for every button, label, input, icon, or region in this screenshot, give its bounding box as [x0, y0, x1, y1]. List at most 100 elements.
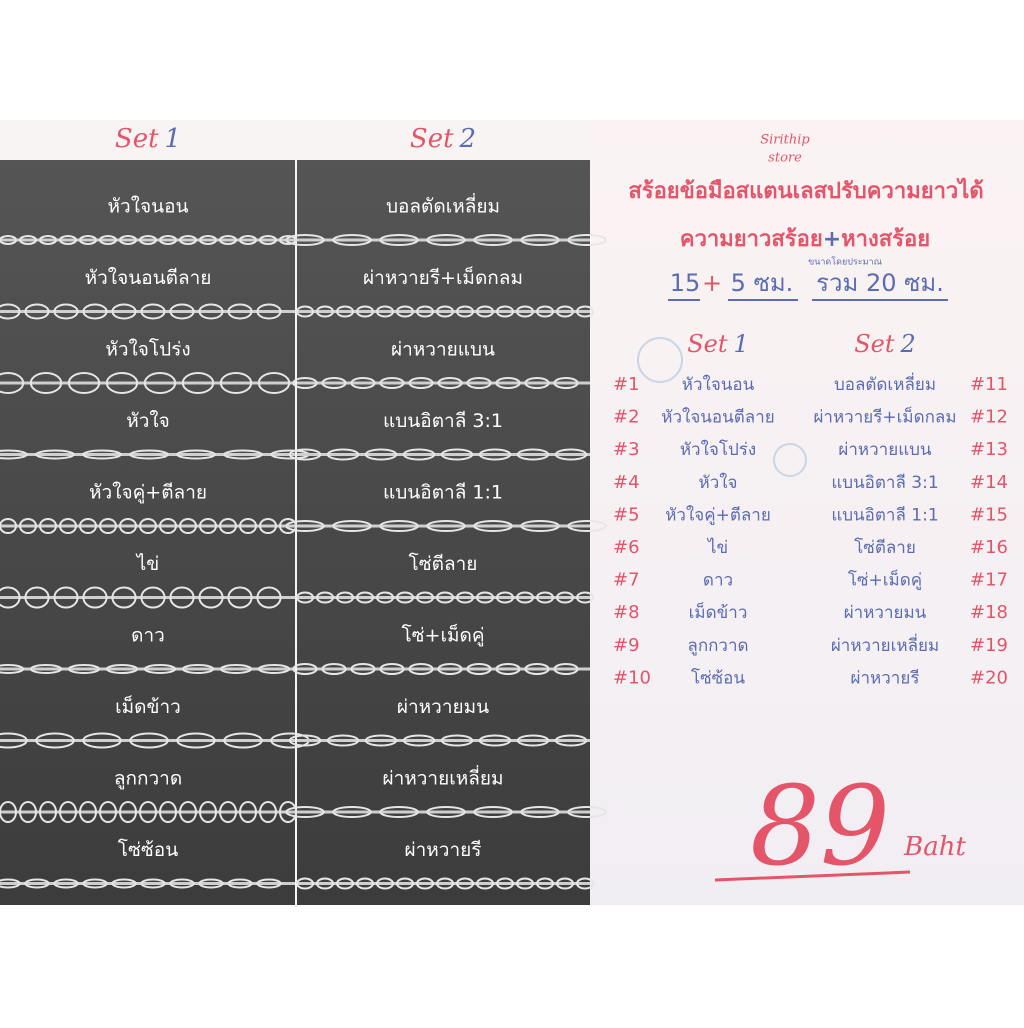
chain-link: [356, 591, 374, 604]
chain-link: [19, 235, 37, 245]
chain-link: [524, 663, 550, 675]
chain-link: [336, 877, 354, 890]
chain-link: [198, 303, 224, 320]
chain-link: [219, 235, 237, 245]
chain-link: [176, 449, 216, 460]
subtitle-part: +: [823, 227, 841, 252]
chain-link: [288, 448, 322, 461]
price: 89: [750, 762, 890, 890]
length-total: รวม 20 ซม.: [816, 269, 944, 297]
chain-link: [554, 734, 588, 747]
chain-link: [436, 591, 454, 604]
code: #2: [613, 407, 640, 428]
code: #19: [970, 635, 1008, 656]
chain-link: [396, 591, 414, 604]
chain-link: [456, 877, 474, 890]
chain-link: [416, 305, 434, 318]
note: ขนาดโดยประมาณ: [808, 257, 882, 268]
chain-link: [129, 449, 169, 460]
chain-link: [159, 518, 177, 534]
chain-link: [437, 663, 463, 675]
chain-link: [59, 518, 77, 534]
chain-link: [567, 806, 607, 818]
chain-link: [350, 377, 376, 389]
set-heading: Set 1: [115, 124, 181, 154]
chain-link: [24, 878, 50, 889]
code: #10: [613, 667, 651, 688]
chain-link: [476, 305, 494, 318]
title: สร้อยข้อมือสแตนเลสปรับความยาวได้: [628, 177, 983, 204]
item-label: ผ่าหวายรี: [404, 839, 481, 861]
chain-link: [536, 591, 554, 604]
chain-link: [0, 801, 17, 823]
chain-link: [198, 586, 224, 609]
chain-link: [67, 664, 101, 674]
chain-link: [140, 303, 166, 320]
chain-link: [35, 449, 75, 460]
set-heading: Set 2: [410, 124, 476, 154]
chain-link: [321, 663, 347, 675]
chain-link: [556, 877, 574, 890]
chain-link: [24, 303, 50, 320]
chain-link: [82, 586, 108, 609]
list-item: หัวใจคู่+ตีลาย: [665, 504, 771, 525]
chain-link: [316, 877, 334, 890]
chain-link: [219, 372, 253, 394]
chain-link: [356, 305, 374, 318]
item-label: ผ่าหวายรี+เม็ดกลม: [363, 265, 523, 289]
chain-link: [426, 520, 466, 532]
chain-link: [332, 806, 372, 818]
chain-link: [0, 732, 28, 749]
chain-link: [111, 878, 137, 889]
chain-link: [259, 235, 277, 245]
chain-link: [0, 372, 25, 394]
chain-link: [53, 878, 79, 889]
chain-link: [364, 734, 398, 747]
chain-link: [456, 591, 474, 604]
chain-link: [169, 878, 195, 889]
chain-link: [321, 377, 347, 389]
chain-link: [143, 664, 177, 674]
chain-link: [79, 518, 97, 534]
list-item: ผ่าหวายแบน: [838, 440, 932, 460]
chain-link: [119, 801, 137, 823]
item-label: ผ่าหวายเหลี่ยม: [382, 765, 503, 790]
chain-link: [473, 520, 513, 532]
chain-link: [239, 801, 257, 823]
chain-link: [169, 586, 195, 609]
chain-link: [316, 305, 334, 318]
item-label: โซ่ตีลาย: [409, 552, 478, 575]
chain-link: [219, 801, 237, 823]
chain-link: [576, 877, 594, 890]
chain-link: [0, 664, 25, 674]
chain-link: [105, 664, 139, 674]
chain-link: [199, 235, 217, 245]
chain-link: [516, 877, 534, 890]
chain-link: [336, 591, 354, 604]
chain-link: [169, 303, 195, 320]
chain-link: [356, 877, 374, 890]
chain-link: [516, 448, 550, 461]
chain-link: [426, 234, 466, 246]
chain-link: [285, 234, 325, 246]
code: #1: [613, 374, 640, 395]
chain-link: [159, 235, 177, 245]
subtitle-part: หางสร้อย: [841, 227, 930, 252]
chain-link: [259, 801, 277, 823]
chain-link: [478, 734, 512, 747]
code: #4: [613, 472, 640, 493]
subtitle: ความยาวสร้อย+หางสร้อย: [680, 227, 930, 252]
item-label: ผ่าหวายมน: [397, 696, 489, 718]
item-label: โซ่+เม็ดคู่: [401, 623, 484, 647]
chain-link: [227, 303, 253, 320]
chain-link: [140, 586, 166, 609]
code: #7: [613, 570, 640, 591]
set-label: Set: [115, 124, 159, 154]
chain-link: [520, 520, 560, 532]
code: #20: [970, 667, 1008, 688]
chain-link: [536, 877, 554, 890]
chain-link: [553, 377, 579, 389]
item-label: หัวใจ: [126, 410, 170, 432]
chain-link: [227, 586, 253, 609]
chain-link: [259, 518, 277, 534]
